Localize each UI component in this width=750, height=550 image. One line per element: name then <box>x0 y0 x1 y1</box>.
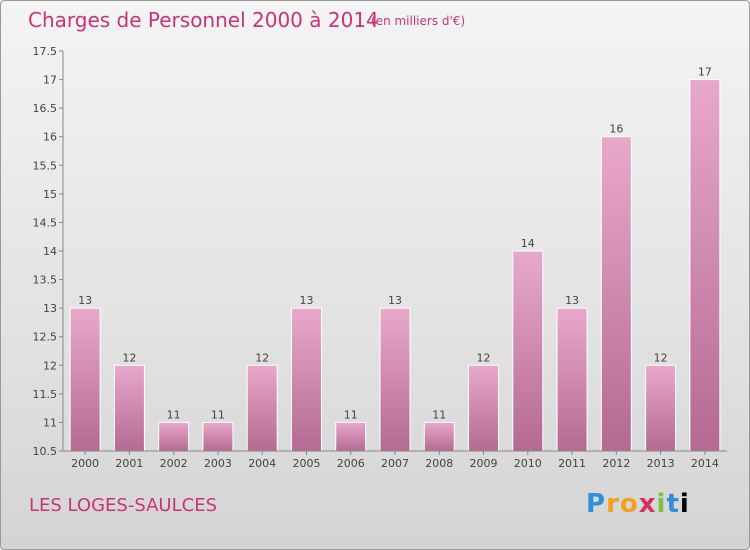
y-tick-label: 15 <box>43 188 57 201</box>
y-tick-label: 17 <box>43 74 57 87</box>
x-tick-label-2000: 2000 <box>71 457 99 470</box>
x-tick-label-2012: 2012 <box>602 457 630 470</box>
data-label-2013: 12 <box>654 351 668 364</box>
bar-2005 <box>290 307 322 452</box>
proxiti-logo[interactable]: Proxiti <box>586 489 690 519</box>
data-label-2014: 17 <box>698 66 712 79</box>
bar-2008 <box>423 421 455 452</box>
data-label-2007: 13 <box>388 294 402 307</box>
x-tick-label-2011: 2011 <box>558 457 586 470</box>
bar-2012 <box>600 136 632 452</box>
x-tick-label-2013: 2013 <box>647 457 675 470</box>
chart-title: Charges de Personnel 2000 à 2014 <box>28 8 379 32</box>
chart-subtitle: (en milliers d'€) <box>371 14 466 28</box>
bar-2011 <box>556 307 588 452</box>
bar-2003 <box>202 421 234 452</box>
y-tick-label: 15.5 <box>33 159 58 172</box>
x-tick-label-2005: 2005 <box>292 457 320 470</box>
bar-2014 <box>689 79 721 452</box>
bar-2013 <box>645 364 677 452</box>
y-tick-label: 13.5 <box>33 274 58 287</box>
y-tick-label: 12.5 <box>33 331 58 344</box>
data-label-2002: 11 <box>167 408 181 421</box>
x-tick-label-2010: 2010 <box>514 457 542 470</box>
data-label-2004: 12 <box>255 351 269 364</box>
x-tick-label-2009: 2009 <box>470 457 498 470</box>
bars-group: 13 12 11 11 12 13 11 13 11 12 14 13 16 12 17 <box>69 66 721 452</box>
x-tick-label-2003: 2003 <box>204 457 232 470</box>
bar-2009 <box>468 364 500 452</box>
bar-2002 <box>158 421 190 452</box>
data-label-2012: 16 <box>609 123 623 136</box>
bar-2001 <box>113 364 145 452</box>
data-label-2008: 11 <box>432 408 446 421</box>
y-tick-label: 16 <box>43 131 57 144</box>
x-tick-label-2008: 2008 <box>425 457 453 470</box>
bar-2004 <box>246 364 278 452</box>
data-label-2006: 11 <box>344 408 358 421</box>
y-axis: 10.5 11 11.5 12 12.5 13 13.5 14 14.5 15 15.5 16 16.5… <box>33 45 64 458</box>
x-tick-label-2006: 2006 <box>337 457 365 470</box>
x-tick-label-2014: 2014 <box>691 457 719 470</box>
y-tick-label: 12 <box>43 359 57 372</box>
bar-2006 <box>335 421 367 452</box>
y-tick-label: 14 <box>43 245 57 258</box>
x-axis: 2000 2001 2002 2003 2004 2005 2006 2007 2008 2009… <box>63 450 727 470</box>
data-label-2011: 13 <box>565 294 579 307</box>
y-tick-label: 13 <box>43 302 57 315</box>
x-tick-label-2002: 2002 <box>160 457 188 470</box>
data-label-2000: 13 <box>78 294 92 307</box>
y-tick-label: 10.5 <box>33 445 58 458</box>
data-label-2009: 12 <box>477 351 491 364</box>
y-tick-label: 17.5 <box>33 45 58 58</box>
bar-2007 <box>379 307 411 452</box>
data-label-2003: 11 <box>211 408 225 421</box>
bar-2010 <box>512 250 544 452</box>
y-tick-label: 11 <box>43 416 57 429</box>
x-tick-label-2004: 2004 <box>248 457 276 470</box>
commune-name: LES LOGES-SAULCES <box>29 495 217 516</box>
y-tick-label: 11.5 <box>33 388 58 401</box>
y-tick-label: 14.5 <box>33 216 58 229</box>
bar-2000 <box>69 307 101 452</box>
y-tick-label: 16.5 <box>33 102 58 115</box>
x-tick-label-2007: 2007 <box>381 457 409 470</box>
data-label-2001: 12 <box>122 351 136 364</box>
data-label-2010: 14 <box>521 237 535 250</box>
x-tick-label-2001: 2001 <box>115 457 143 470</box>
data-label-2005: 13 <box>299 294 313 307</box>
